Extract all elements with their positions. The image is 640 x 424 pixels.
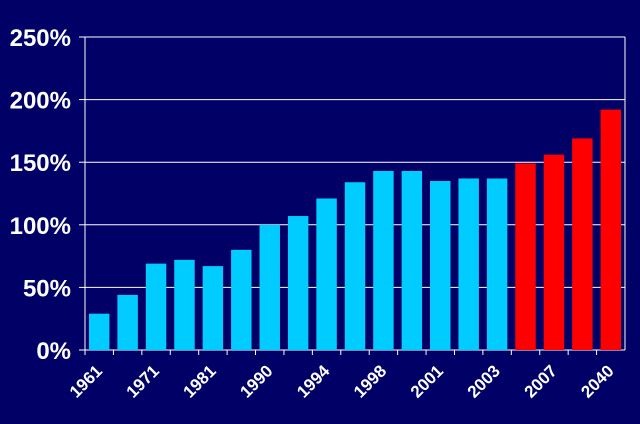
bar-historical xyxy=(145,263,167,350)
y-tick-label: 0% xyxy=(36,338,71,365)
bar-historical xyxy=(373,170,394,350)
x-tick-label: 1971 xyxy=(123,361,163,401)
bar-historical xyxy=(344,182,366,350)
bar-historical xyxy=(486,178,508,350)
bar-historical xyxy=(174,259,195,350)
bar-historical xyxy=(259,224,280,350)
bar-historical xyxy=(88,313,110,350)
y-axis: 0% 50% 100% 150% 200% 250% xyxy=(10,25,626,365)
x-tick-label: 1994 xyxy=(293,361,334,402)
bar-historical xyxy=(117,294,138,350)
bar-historical xyxy=(316,198,337,350)
y-tick-label: 150% xyxy=(10,150,71,177)
x-tick-label: 1990 xyxy=(236,361,276,401)
y-tick-label: 100% xyxy=(10,213,71,240)
y-tick-label: 200% xyxy=(10,88,71,115)
bars xyxy=(88,109,622,351)
bar-projected xyxy=(600,109,622,351)
bar-historical xyxy=(458,178,479,350)
x-tick-label: 2003 xyxy=(464,361,504,401)
bar-projected xyxy=(572,138,593,350)
x-tick-label: 2040 xyxy=(577,361,617,401)
x-tick-label: 2007 xyxy=(521,361,561,401)
bar-projected xyxy=(543,154,565,350)
bar-historical xyxy=(202,266,224,350)
bar-historical xyxy=(401,170,423,350)
x-tick-label: 1981 xyxy=(180,361,220,401)
bar-historical xyxy=(430,180,451,350)
y-tick-label: 50% xyxy=(23,275,71,302)
x-tick-label: 2001 xyxy=(407,361,447,401)
x-tick-label: 1961 xyxy=(66,361,106,401)
bar-historical xyxy=(231,249,252,350)
bar-historical xyxy=(287,216,309,350)
y-tick-label: 250% xyxy=(10,25,71,52)
bar-projected xyxy=(515,163,536,350)
x-axis: 1961 1971 1981 1990 1994 1998 2001 2003 2007 2040 xyxy=(66,350,618,402)
x-tick-label: 1998 xyxy=(350,361,390,401)
